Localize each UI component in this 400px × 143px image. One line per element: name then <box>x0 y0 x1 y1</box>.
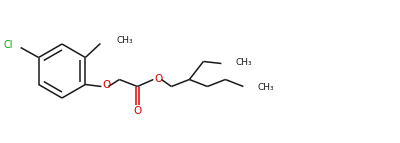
Text: O: O <box>154 74 162 84</box>
Text: O: O <box>102 81 110 91</box>
Text: CH₃: CH₃ <box>116 36 133 45</box>
Text: Cl: Cl <box>3 39 13 49</box>
Text: O: O <box>133 106 142 116</box>
Text: CH₃: CH₃ <box>235 58 252 67</box>
Text: CH₃: CH₃ <box>257 83 274 92</box>
